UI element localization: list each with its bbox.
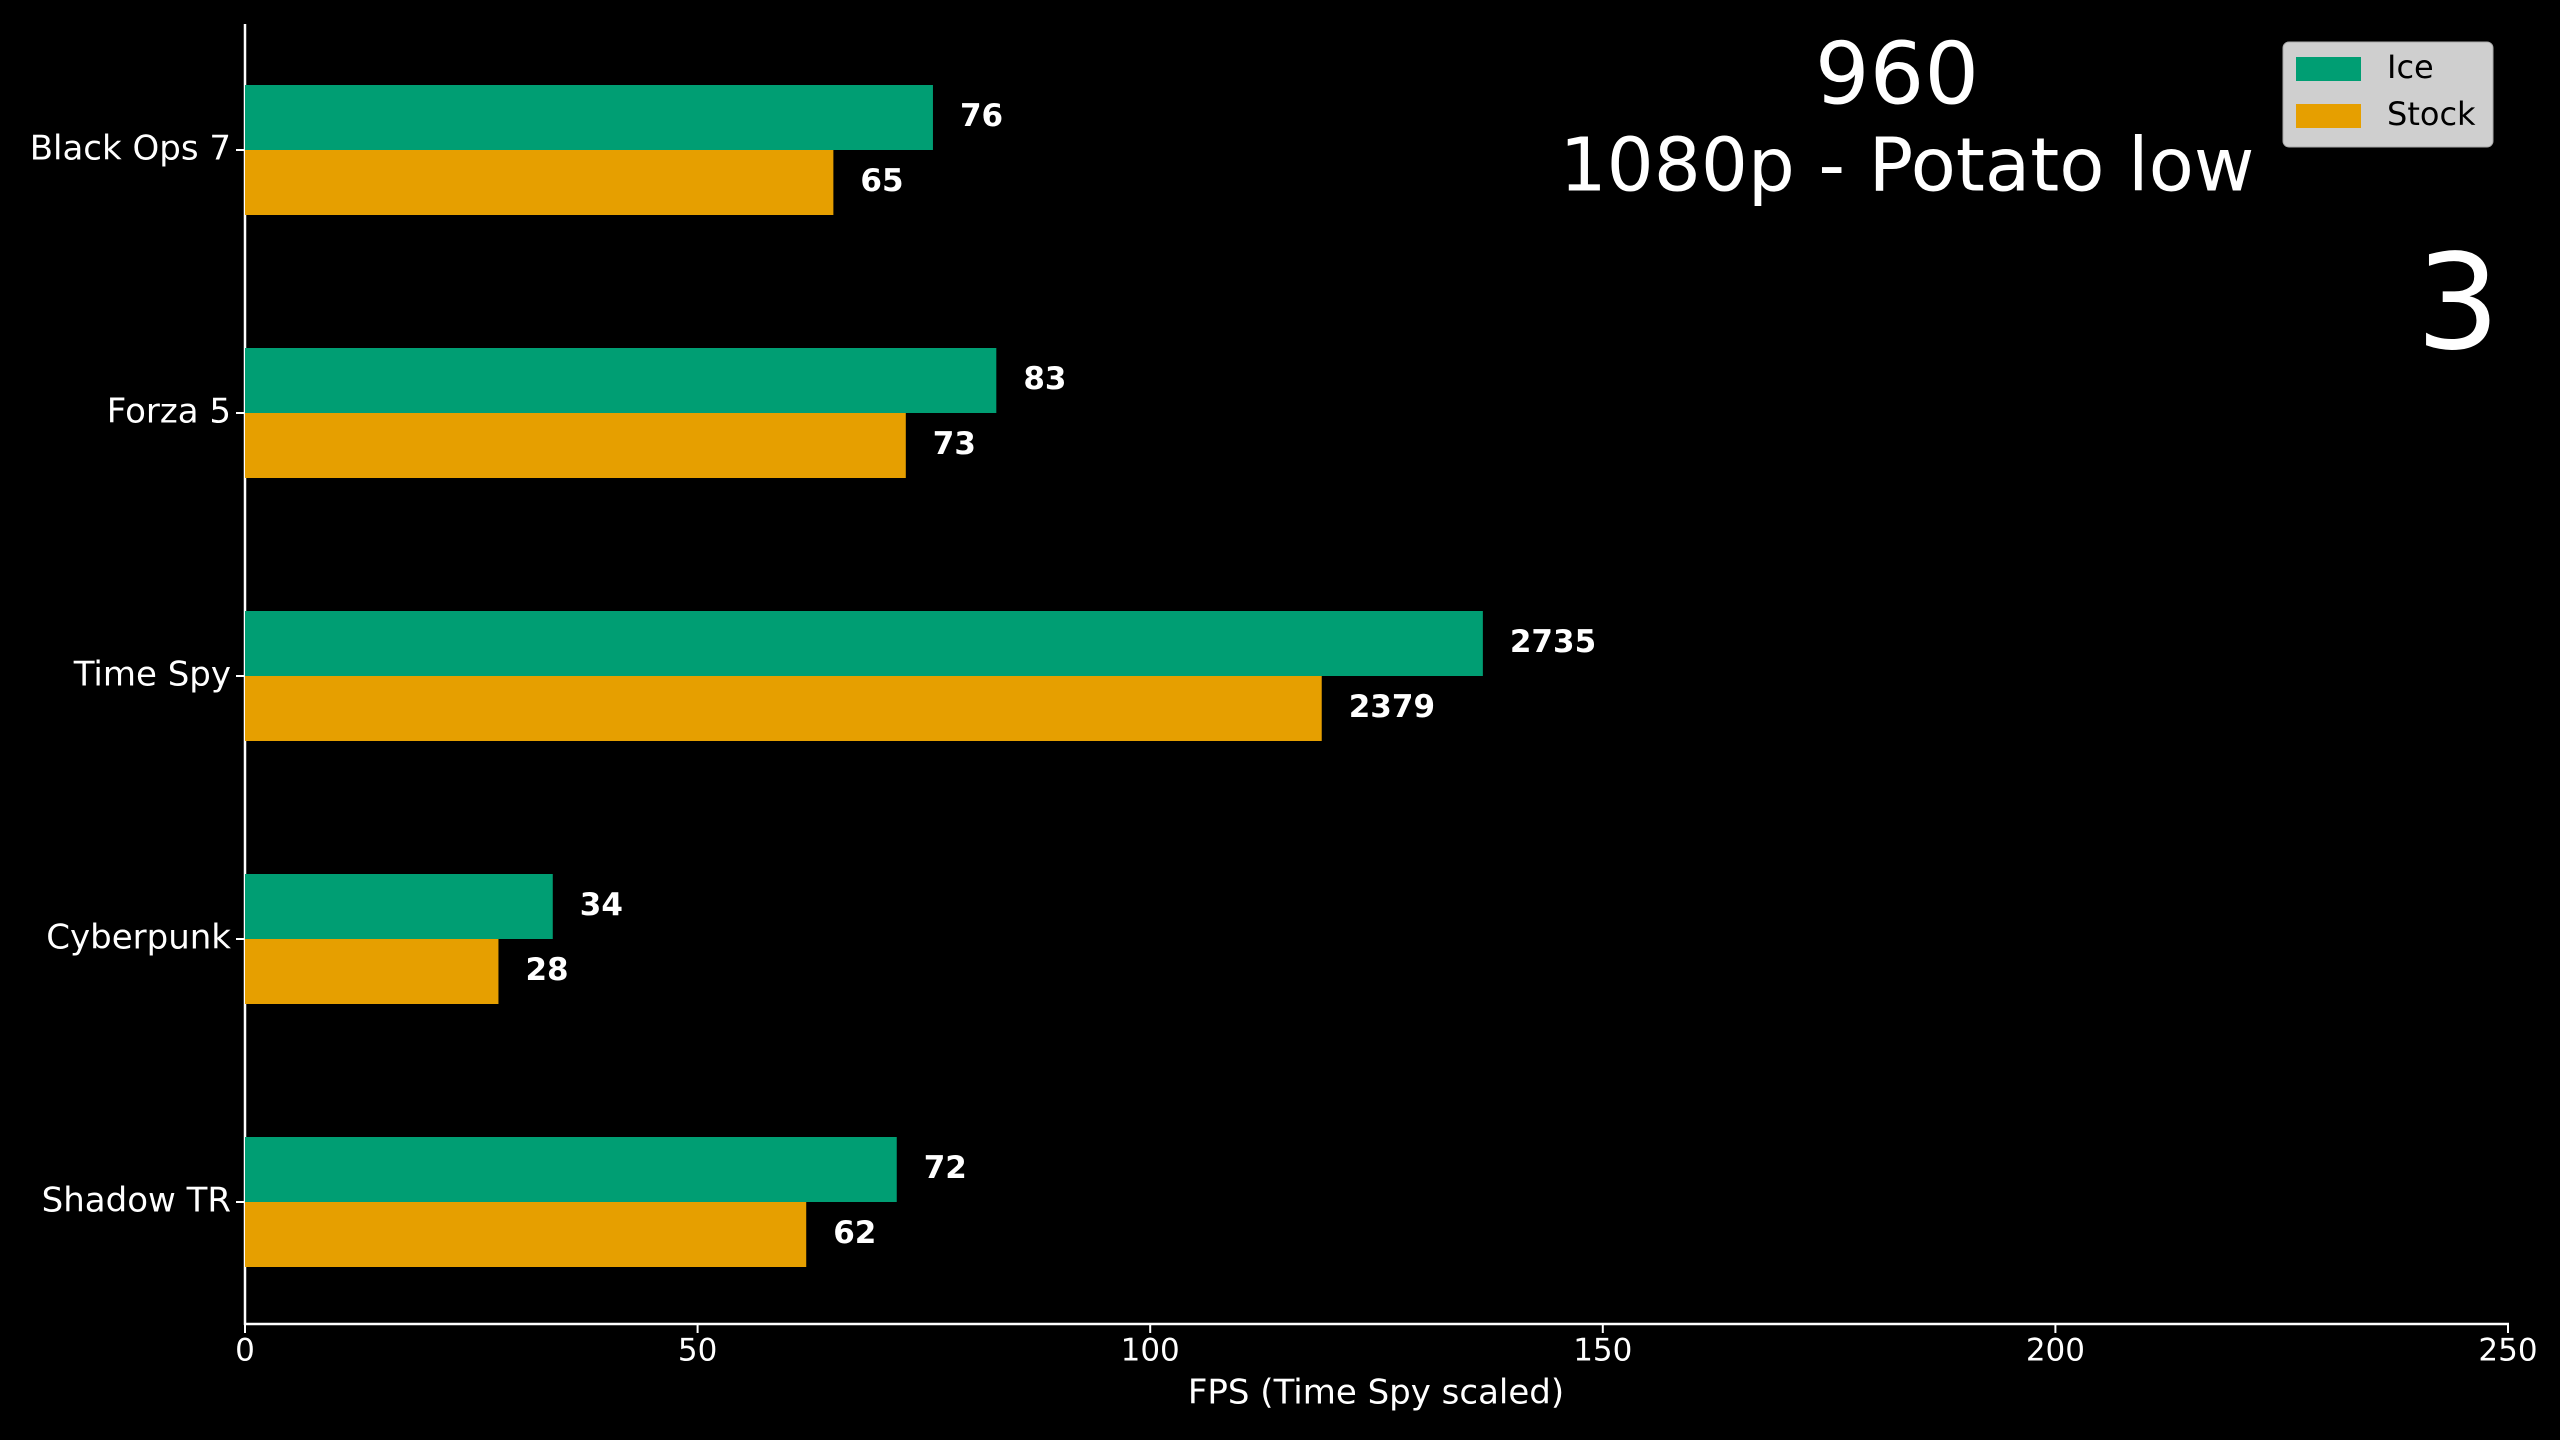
value-label: 72 [924,1150,967,1186]
value-label: 34 [580,887,623,923]
value-label: 28 [525,952,568,988]
bar [245,85,933,150]
bar [245,939,499,1004]
y-tick-label: Forza 5 [107,392,231,432]
y-tick-label: Shadow TR [42,1181,231,1221]
x-tick-label: 0 [235,1333,255,1369]
value-label: 73 [933,426,976,462]
bar [245,676,1322,741]
bar [245,1137,897,1202]
value-label: 65 [860,163,903,199]
chart-title: 960 [1815,24,1979,124]
bar [245,874,553,939]
legend-swatch [2296,57,2361,81]
y-tick-label: Cyberpunk [46,918,231,958]
y-tick-label: Time Spy [73,655,231,695]
bar [245,413,906,478]
value-label: 2379 [1349,689,1435,725]
x-axis-label: FPS (Time Spy scaled) [1188,1373,1564,1413]
value-label: 62 [833,1215,876,1251]
y-tick-label: Black Ops 7 [30,129,231,169]
x-tick-label: 50 [678,1333,717,1369]
bar [245,1202,807,1267]
value-label: 83 [1023,361,1066,397]
x-tick-label: 200 [2026,1333,2085,1369]
bar [245,150,834,215]
legend-label: Ice [2387,48,2434,86]
x-tick-label: 250 [2478,1333,2537,1369]
chart-subtitle: 1080p - Potato low [1560,123,2255,209]
value-label: 76 [960,98,1003,134]
legend-swatch [2296,104,2361,128]
bar [245,611,1483,676]
annotation: 3 [2416,226,2500,380]
x-tick-label: 150 [1573,1333,1632,1369]
x-tick-label: 100 [1121,1333,1180,1369]
value-label: 2735 [1510,624,1596,660]
bar [245,348,997,413]
legend-label: Stock [2387,95,2476,133]
